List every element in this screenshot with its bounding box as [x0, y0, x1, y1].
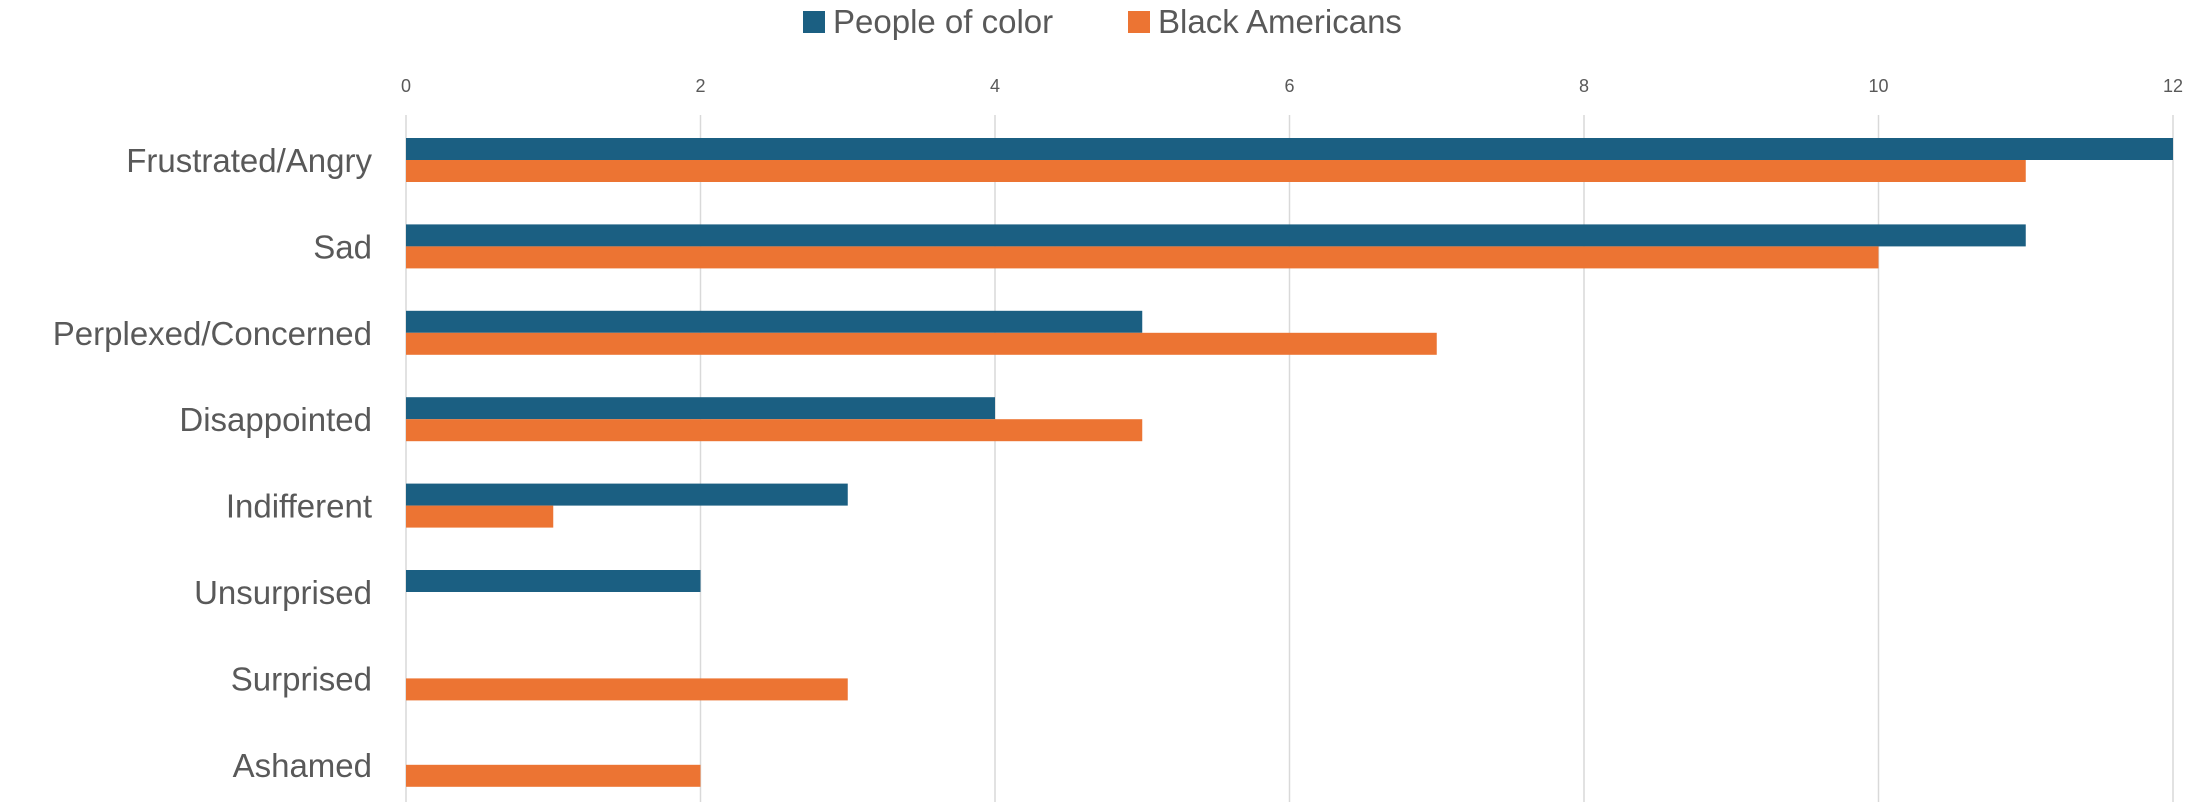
category-label: Disappointed — [179, 401, 372, 438]
category-labels: Frustrated/Angry Sad Perplexed/Concerned Di… — [53, 142, 373, 784]
legend-swatch — [803, 11, 825, 33]
bar-black-americans — [406, 333, 1437, 355]
bar-people-of-color — [406, 397, 995, 419]
category-label: Perplexed/Concerned — [53, 315, 372, 352]
bar-black-americans — [406, 765, 701, 787]
bar-black-americans — [406, 419, 1142, 441]
x-tick-label: 0 — [401, 76, 411, 96]
bar-black-americans — [406, 506, 553, 528]
chart-legend: People of color Black Americans — [803, 3, 1402, 40]
x-tick-label: 12 — [2163, 76, 2183, 96]
bar-black-americans — [406, 160, 2026, 182]
category-label: Frustrated/Angry — [126, 142, 372, 179]
x-tick-label: 2 — [695, 76, 705, 96]
bar-people-of-color — [406, 138, 2173, 160]
bar-people-of-color — [406, 484, 848, 506]
category-label: Indifferent — [226, 488, 372, 525]
legend-swatch — [1128, 11, 1150, 33]
bar-people-of-color — [406, 570, 701, 592]
x-tick-label: 4 — [990, 76, 1000, 96]
bar-black-americans — [406, 246, 1879, 268]
category-label: Unsurprised — [194, 574, 372, 611]
bar-people-of-color — [406, 224, 2026, 246]
legend-label: People of color — [833, 3, 1053, 40]
x-tick-label: 6 — [1284, 76, 1294, 96]
x-tick-label: 10 — [1868, 76, 1888, 96]
bar-people-of-color — [406, 311, 1142, 333]
x-tick-label: 8 — [1579, 76, 1589, 96]
legend-label: Black Americans — [1158, 3, 1402, 40]
category-label: Ashamed — [233, 747, 372, 784]
bar-black-americans — [406, 678, 848, 700]
category-label: Surprised — [231, 660, 372, 697]
category-label: Sad — [313, 228, 372, 265]
x-axis-ticks: 0 2 4 6 8 10 12 — [401, 76, 2183, 96]
